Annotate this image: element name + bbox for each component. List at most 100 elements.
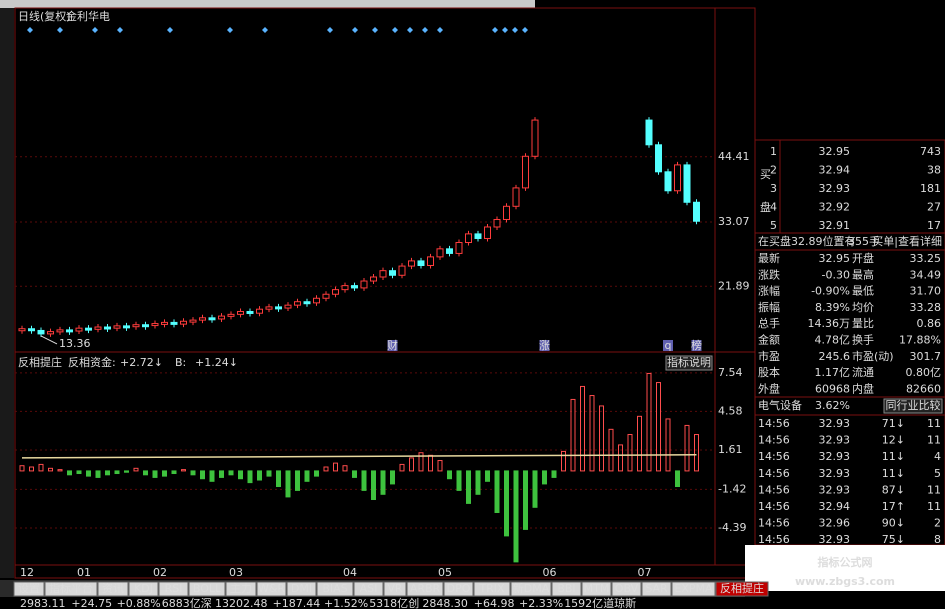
tab-label[interactable]: DPO <box>447 582 471 595</box>
event-box <box>663 340 673 351</box>
tab-label[interactable]: EXPMA <box>674 582 713 595</box>
tab[interactable] <box>316 581 354 597</box>
candle <box>113 325 121 329</box>
stat-value: 8.39% <box>815 301 850 314</box>
stat-label: 涨幅 <box>758 285 780 298</box>
tick-volume: 17↑ <box>882 500 905 513</box>
tab-label[interactable]: TRIX <box>478 582 505 595</box>
tab[interactable] <box>510 581 552 597</box>
indicator-bar <box>95 470 101 478</box>
stat-value: 34.49 <box>910 268 942 281</box>
stat-label: 量比 <box>852 317 874 330</box>
tick-price: 32.93 <box>819 417 851 430</box>
candle <box>170 321 178 325</box>
indicator-bar <box>665 418 671 472</box>
book-level: 5 <box>770 219 777 232</box>
tab-label[interactable]: 资讯 <box>102 582 124 595</box>
candle <box>218 315 225 320</box>
indicator-bar <box>437 460 443 472</box>
stat-label: 开盘 <box>852 251 874 265</box>
button-label[interactable]: 指标说明 <box>667 355 711 369</box>
tab-label[interactable]: VR <box>387 582 403 595</box>
tab-label[interactable]: 新DMA <box>513 581 550 595</box>
candle <box>180 320 187 325</box>
tab-label[interactable]: BOLL <box>193 582 222 595</box>
tab[interactable] <box>13 581 45 597</box>
tab-label[interactable]: 主力 <box>230 582 252 595</box>
sector-button[interactable] <box>883 398 943 414</box>
chart-title: 日线(复权) <box>18 9 71 23</box>
tab-label[interactable]: BIAS <box>322 582 347 595</box>
candle <box>332 289 339 295</box>
status-item: 1592亿 <box>564 597 603 609</box>
tab[interactable] <box>97 581 129 597</box>
book-level: 2 <box>770 164 777 177</box>
tab-label[interactable]: ARBR <box>410 582 441 595</box>
tab[interactable] <box>551 581 582 597</box>
tab-label[interactable]: BBI <box>557 582 575 595</box>
tab-label[interactable]: DMI <box>291 582 312 595</box>
tab-label[interactable]: SAR <box>645 582 668 595</box>
stat-value: 1.17亿 <box>815 366 851 379</box>
stock-name: 金利华电 <box>66 9 110 23</box>
candle <box>18 328 26 332</box>
indicator-bar <box>38 463 44 472</box>
stat-value: 33.28 <box>910 301 942 314</box>
tab[interactable] <box>286 581 317 597</box>
tab[interactable] <box>581 581 612 597</box>
tick-count: 11 <box>927 434 941 447</box>
indicator-bar <box>380 470 386 495</box>
status-item: +0.88% <box>117 597 161 609</box>
tick-price: 32.93 <box>819 450 851 463</box>
indicator-bar <box>152 470 158 478</box>
y-tick-label: 21.89 <box>718 279 750 292</box>
x-tick-label: 03 <box>229 566 243 579</box>
watermark-title: 指标公式网 <box>818 555 873 569</box>
tab[interactable] <box>641 581 672 597</box>
top-toolbar <box>0 0 535 8</box>
tab-label[interactable]: MTM <box>584 582 610 595</box>
tab[interactable] <box>225 581 257 597</box>
tab[interactable] <box>188 581 226 597</box>
tab[interactable] <box>128 581 159 597</box>
tab[interactable] <box>671 581 716 597</box>
tab[interactable] <box>443 581 474 597</box>
book-volume: 743 <box>920 145 941 158</box>
tab-label[interactable]: KDJ <box>134 582 153 595</box>
notice-link[interactable]: 买单|查看详细 <box>872 234 942 248</box>
book-volume: 38 <box>927 164 941 177</box>
indicator-bar <box>409 457 414 472</box>
tab-label[interactable]: RSI <box>165 582 183 595</box>
tab[interactable] <box>256 581 287 597</box>
tab[interactable] <box>383 581 407 597</box>
sector-compare[interactable]: 同行业比较 <box>886 398 941 412</box>
indicator-bar <box>200 470 205 480</box>
candle <box>417 260 425 267</box>
indicator-bar <box>295 470 300 491</box>
x-tick-label: 06 <box>543 566 557 579</box>
candle <box>37 329 45 335</box>
tab-label[interactable]: W&R <box>258 582 285 595</box>
tick-count: 11 <box>927 417 941 430</box>
tab-label[interactable]: 指标平台 <box>49 581 93 595</box>
stat-label: 最高 <box>852 267 874 281</box>
signal-line <box>21 454 697 459</box>
tab-label[interactable]: OBV <box>615 582 639 595</box>
tab[interactable] <box>158 581 189 597</box>
tab[interactable] <box>44 581 98 597</box>
tab-label[interactable]: 反相提庄 <box>720 581 764 595</box>
tab-label[interactable]: 设置 <box>18 582 40 595</box>
indicator-bar <box>228 470 234 476</box>
tab[interactable] <box>473 581 511 597</box>
marker <box>522 27 528 33</box>
button[interactable] <box>665 355 713 371</box>
stat-value: 82660 <box>906 382 941 395</box>
tab[interactable] <box>406 581 444 597</box>
tab-label[interactable]: ASI <box>360 582 378 595</box>
tab[interactable] <box>353 581 384 597</box>
marker <box>407 27 413 33</box>
tab[interactable] <box>715 581 769 597</box>
tab[interactable] <box>611 581 642 597</box>
marker <box>437 27 443 33</box>
candle <box>655 144 662 173</box>
